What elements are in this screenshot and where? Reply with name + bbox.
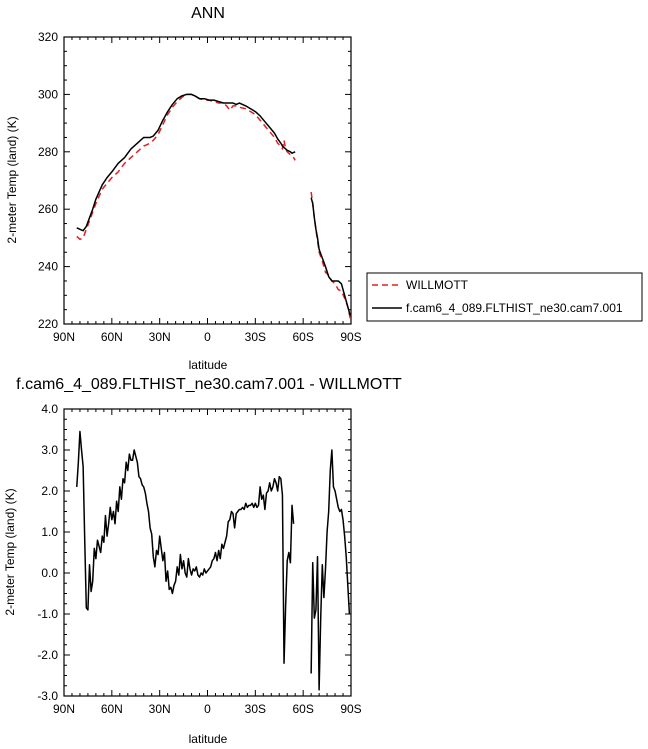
top-x-tick-label: 0 (204, 330, 211, 344)
top-x-tick-label: 30S (245, 330, 266, 344)
bottom-series-group (76, 430, 351, 691)
top-y-axis-label: 2-meter Temp (land) (K) (5, 116, 19, 243)
bottom-x-tick-label: 30N (149, 702, 171, 716)
top-y-tick-label: 220 (38, 317, 58, 331)
top-chart-legend: WILLMOTT f.cam6_4_089.FLTHIST_ne30.cam7.… (366, 272, 643, 322)
bottom-y-tick-label: 1.0 (41, 525, 58, 539)
top-x-tick-label: 90N (53, 330, 75, 344)
bottom-y-tick-label: 4.0 (41, 402, 58, 416)
top-y-tick-label: 260 (38, 202, 58, 216)
bottom-y-tick-label: 0.0 (41, 566, 58, 580)
bottom-x-tick-label: 60S (292, 702, 313, 716)
bottom-series-0-line-segment-1 (310, 449, 351, 691)
legend-label-model: f.cam6_4_089.FLTHIST_ne30.cam7.001 (406, 301, 623, 315)
top-y-tick-label: 300 (38, 87, 58, 101)
top-x-axis-label: latitude (189, 358, 228, 372)
top-series-0-line-segment-0 (76, 93, 296, 241)
top-series-group (76, 93, 351, 319)
bottom-y-ticks: -3.0 -2.0 -1.0 0.0 1.0 2.0 3.0 4.0 (37, 402, 351, 703)
bottom-x-tick-label: 0 (204, 702, 211, 716)
bottom-x-tick-label: 90N (53, 702, 75, 716)
bottom-y-tick-label: -2.0 (37, 648, 58, 662)
bottom-x-tick-label: 60N (101, 702, 123, 716)
top-series-1-line-segment-0 (76, 93, 296, 232)
top-y-tick-label: 280 (38, 145, 58, 159)
bottom-y-tick-label: 3.0 (41, 443, 58, 457)
top-x-tick-label: 90S (340, 330, 361, 344)
top-series-0-line-segment-1 (310, 191, 351, 319)
legend-label-willmott: WILLMOTT (406, 278, 469, 292)
top-y-tick-label: 320 (38, 30, 58, 44)
bottom-series-0-line-segment-0 (76, 430, 295, 664)
top-chart-panel: ANN 90N 60N 30N 0 30S 60S 90S 220 240 260 280 300 3… (5, 5, 362, 372)
bottom-x-ticks: 90N 60N 30N 0 30S 60S 90S (53, 409, 362, 716)
bottom-y-tick-label: 2.0 (41, 484, 58, 498)
top-plot-frame (63, 36, 352, 325)
bottom-plot-frame (63, 408, 352, 697)
legend-box (366, 272, 643, 322)
bottom-y-tick-label: -1.0 (37, 607, 58, 621)
top-series-1-line-segment-1 (310, 197, 351, 316)
bottom-x-axis-label: latitude (189, 732, 228, 746)
bottom-y-axis-label: 2-meter Temp (land) (K) (3, 488, 17, 615)
top-y-tick-label: 240 (38, 260, 58, 274)
top-x-tick-label: 30N (149, 330, 171, 344)
bottom-chart-panel: f.cam6_4_089.FLTHIST_ne30.cam7.001 - WIL… (3, 376, 402, 746)
top-x-tick-label: 60N (101, 330, 123, 344)
top-chart-title: ANN (191, 5, 225, 22)
top-y-ticks: 220 240 260 280 300 320 (38, 30, 351, 331)
bottom-chart-title: f.cam6_4_089.FLTHIST_ne30.cam7.001 - WIL… (16, 376, 402, 393)
bottom-x-tick-label: 30S (245, 702, 266, 716)
top-x-ticks: 90N 60N 30N 0 30S 60S 90S (53, 37, 362, 344)
top-x-tick-label: 60S (292, 330, 313, 344)
bottom-x-tick-label: 90S (340, 702, 361, 716)
bottom-y-tick-label: -3.0 (37, 689, 58, 703)
